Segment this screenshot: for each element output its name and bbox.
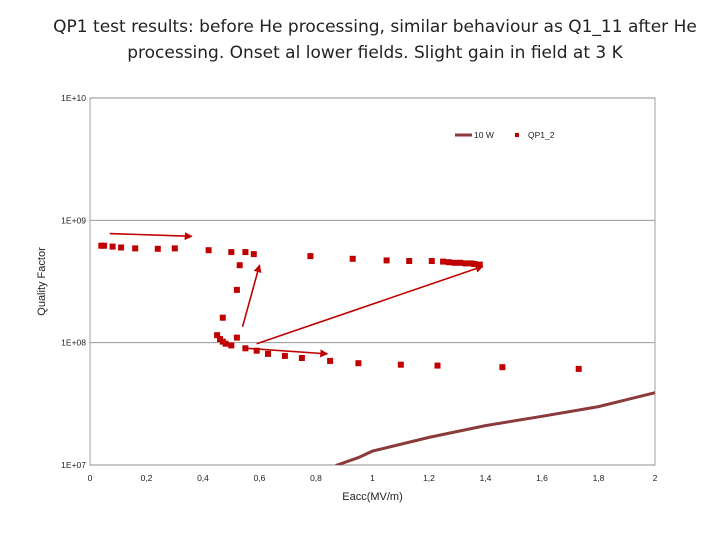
x-tick-label: 1,8 xyxy=(593,473,605,483)
data-point xyxy=(462,260,469,267)
legend-marker-swatch xyxy=(515,133,519,137)
data-point xyxy=(236,262,243,269)
x-tick-label: 1,4 xyxy=(480,473,492,483)
data-point xyxy=(233,334,240,341)
data-point xyxy=(451,259,458,266)
x-tick-label: 0,6 xyxy=(254,473,266,483)
x-tick-label: 2 xyxy=(653,473,658,483)
data-point xyxy=(471,261,478,267)
x-tick-label: 1,2 xyxy=(423,473,435,483)
x-tick-label: 0,2 xyxy=(141,473,153,483)
y-tick-label: 1E+09 xyxy=(61,215,86,225)
legend: 10 W QP1_2 xyxy=(455,130,555,140)
data-point xyxy=(397,361,404,368)
data-point xyxy=(154,245,161,252)
tick-label-layer: 1E+10 1E+09 1E+08 1E+070 0,2 0,4 0,6 0,8 1 1,2 1,4… xyxy=(61,93,657,483)
plot-area-border xyxy=(89,97,656,466)
data-point xyxy=(132,245,139,252)
x-tick-label: 0,8 xyxy=(310,473,322,483)
x-tick-label: 0,4 xyxy=(197,473,209,483)
data-point xyxy=(298,355,305,361)
data-point xyxy=(222,340,229,347)
trend-arrow xyxy=(109,232,193,241)
data-point xyxy=(109,243,116,250)
data-point xyxy=(428,258,435,264)
data-point xyxy=(327,357,334,364)
data-point xyxy=(406,258,413,264)
annotation-arrow-layer xyxy=(109,232,484,358)
x-tick-label: 1 xyxy=(370,473,375,483)
data-point xyxy=(214,332,221,339)
trend-arrow xyxy=(241,264,262,327)
data-point xyxy=(265,350,271,357)
data-point xyxy=(118,244,125,251)
data-point xyxy=(355,360,362,367)
slide-title: QP1 test results: before He processing, … xyxy=(53,17,697,63)
y-tick-label: 1E+10 xyxy=(61,93,86,103)
data-point xyxy=(228,342,235,349)
data-point xyxy=(171,245,178,252)
data-point xyxy=(476,261,483,268)
data-point xyxy=(445,259,452,266)
data-point xyxy=(349,255,356,262)
data-point xyxy=(228,249,235,256)
trend-arrow xyxy=(256,264,484,345)
data-point xyxy=(253,347,260,354)
data-point xyxy=(307,253,314,260)
x-axis-title: Eacc(MV/m) xyxy=(342,491,403,503)
data-point xyxy=(205,247,212,254)
marker-series-layer xyxy=(98,242,582,372)
legend-line-label: 10 W xyxy=(474,130,494,140)
data-point xyxy=(101,242,108,249)
data-point xyxy=(250,251,257,258)
data-point xyxy=(434,362,441,369)
data-point xyxy=(575,365,582,372)
line-series-layer xyxy=(335,391,655,465)
data-point xyxy=(281,352,288,359)
grid-layer xyxy=(89,97,656,466)
data-point xyxy=(440,258,447,265)
data-point xyxy=(499,364,506,371)
series-10w-line xyxy=(335,391,655,465)
data-point xyxy=(457,259,464,266)
data-point xyxy=(219,314,226,321)
x-tick-label: 0 xyxy=(88,473,93,483)
legend-marker-label: QP1_2 xyxy=(528,130,555,140)
data-point xyxy=(242,249,249,256)
y-tick-label: 1E+08 xyxy=(61,338,86,348)
y-tick-label: 1E+07 xyxy=(61,460,86,470)
data-point xyxy=(233,286,240,293)
data-point xyxy=(383,257,390,264)
x-tick-label: 1,6 xyxy=(536,473,548,483)
y-axis-title: Quality Factor xyxy=(36,247,48,316)
trend-arrow xyxy=(245,347,329,358)
